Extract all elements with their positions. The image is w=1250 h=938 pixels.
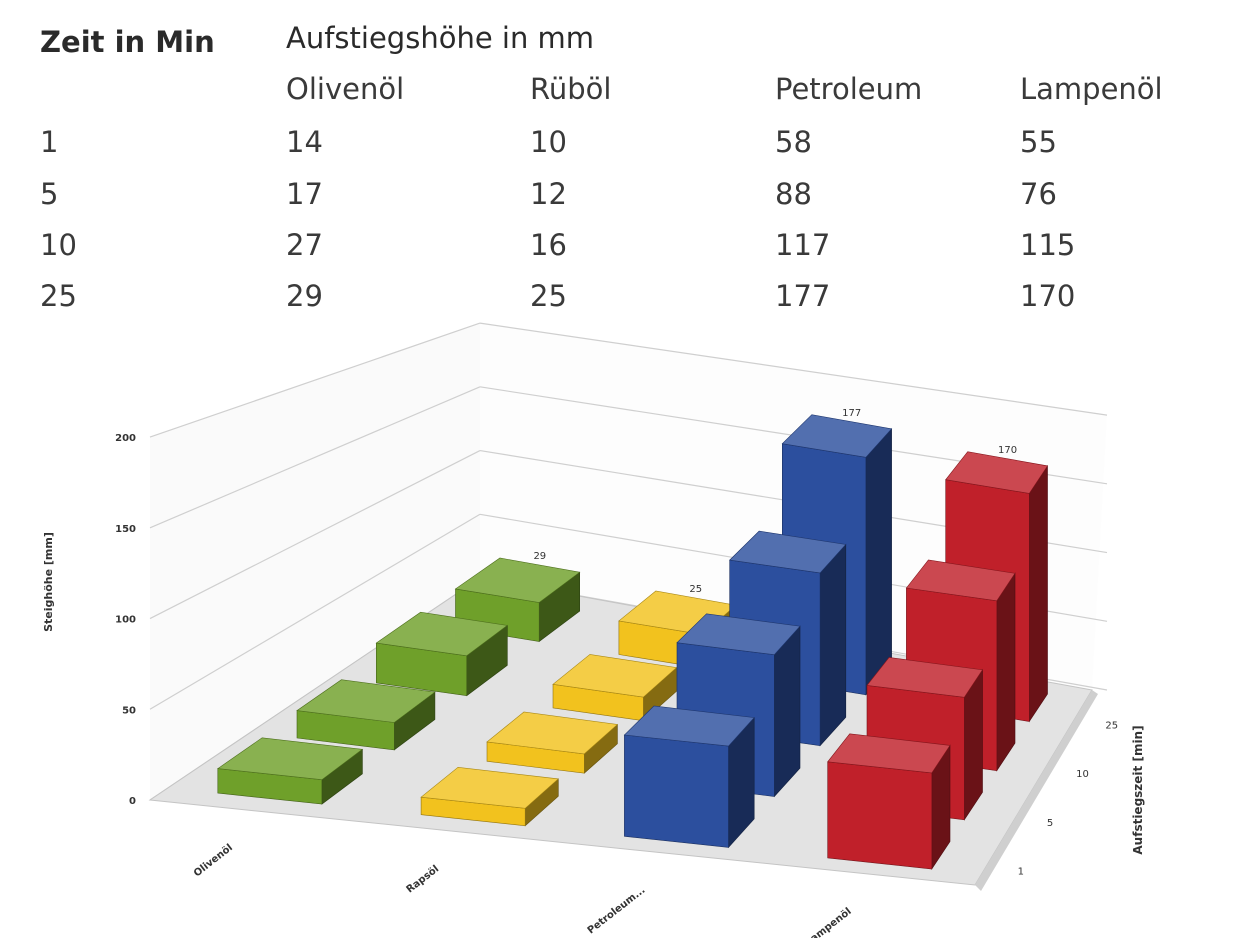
table-row-time: 25: [40, 279, 77, 313]
table-cell: 27: [286, 228, 323, 262]
table-cell: 170: [1020, 279, 1076, 313]
y-tick-label: 150: [115, 524, 136, 535]
gridline-back: [479, 322, 1108, 416]
bar-front: [827, 761, 933, 870]
gridline-left: [149, 450, 481, 620]
table-cell: 117: [775, 228, 831, 262]
y-tick-label: 50: [122, 705, 136, 716]
table-row-time: 5: [40, 177, 59, 211]
bar-top: [729, 530, 847, 574]
bar-top: [827, 733, 951, 774]
table-cell: 10: [530, 125, 567, 159]
table-col-petroleum: Petroleum: [775, 72, 923, 106]
table-cell: 25: [530, 279, 567, 313]
bar-side: [1029, 464, 1048, 723]
table-col-lampenoel: Lampenöl: [1020, 72, 1163, 106]
table-cell: 76: [1020, 177, 1057, 211]
depth-label: 10: [1076, 769, 1089, 780]
bar-side: [996, 572, 1016, 772]
bar-top: [905, 559, 1016, 602]
bar-top: [454, 557, 581, 603]
y-tick-label: 100: [115, 615, 136, 626]
bar-top: [552, 654, 678, 698]
gridline-left: [149, 386, 481, 529]
bar-top: [486, 711, 619, 755]
data-label: 170: [998, 445, 1017, 456]
bar-0-0: [216, 737, 364, 805]
bar-top: [945, 451, 1049, 494]
bar-1-2: [552, 654, 678, 722]
bar-top: [375, 611, 509, 657]
table-cell: 16: [530, 228, 567, 262]
bar-side: [819, 543, 847, 747]
table-cell: 177: [775, 279, 831, 313]
bar-0-1: [296, 679, 436, 751]
y-axis-title: Steighöhe [mm]: [42, 532, 55, 632]
category-label: Rapsöl: [405, 864, 442, 896]
table-cell: 58: [775, 125, 812, 159]
depth-label: 1: [1018, 867, 1024, 878]
bar-front: [624, 734, 729, 848]
category-label: Petroleum...: [586, 885, 648, 937]
y-tick-label: 200: [115, 433, 136, 444]
left-wall: [150, 323, 480, 800]
y-tick-label: 0: [129, 796, 136, 807]
category-label: Lampenöl: [804, 906, 854, 938]
bar-top: [296, 679, 436, 723]
chart-floor-edge: [975, 690, 1098, 891]
table-cell: 17: [286, 177, 323, 211]
bar-side: [773, 625, 801, 798]
gridline-left: [149, 322, 481, 438]
z-axis-title: Aufstiegszeit [min]: [1131, 725, 1145, 854]
data-label: 25: [689, 584, 702, 595]
table-cell: 14: [286, 125, 323, 159]
table-cell: 29: [286, 279, 323, 313]
table-cell: 88: [775, 177, 812, 211]
bar-top: [866, 657, 984, 698]
table-time-header: Zeit in Min: [40, 25, 215, 59]
depth-label: 25: [1105, 720, 1118, 731]
table-col-olivenoel: Olivenöl: [286, 72, 405, 106]
table-cell: 12: [530, 177, 567, 211]
table-height-header: Aufstiegshöhe in mm: [286, 21, 595, 55]
bar-3-0: [827, 733, 951, 870]
table-cell: 115: [1020, 228, 1076, 262]
bar-1-1: [486, 711, 619, 774]
bar-side: [865, 428, 892, 696]
bar-top: [623, 705, 755, 747]
data-label: 177: [842, 408, 861, 419]
category-label: Olivenöl: [192, 842, 235, 879]
bar-top: [676, 613, 801, 656]
bar-top: [216, 737, 364, 781]
table-row-time: 10: [40, 228, 77, 262]
data-label: 29: [533, 551, 546, 562]
depth-label: 5: [1047, 818, 1053, 829]
table-col-rueboel: Rüböl: [530, 72, 612, 106]
bar-0-2: [375, 611, 509, 697]
bar-top: [781, 414, 893, 458]
bar-1-0: [420, 766, 560, 827]
table-cell: 55: [1020, 125, 1057, 159]
gridline-left: [149, 513, 481, 710]
bar-2-0: [623, 705, 755, 849]
chart-bars: [216, 414, 1049, 870]
table-row-time: 1: [40, 125, 59, 159]
bar-top: [420, 766, 560, 809]
